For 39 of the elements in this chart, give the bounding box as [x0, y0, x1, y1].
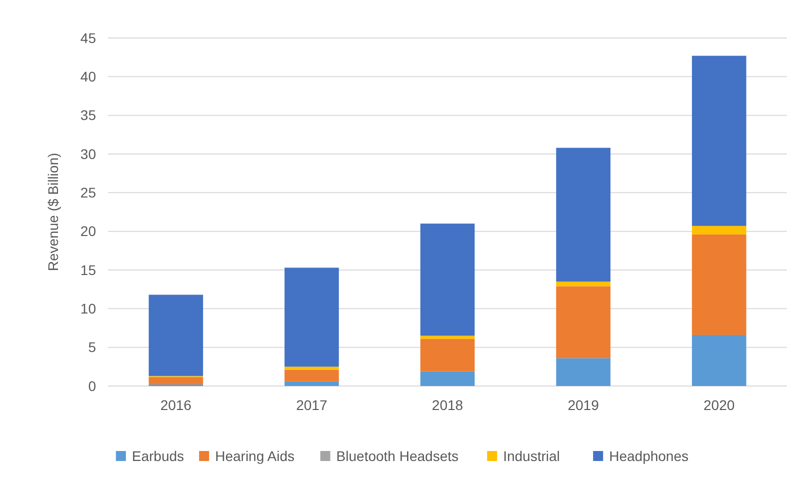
y-tick-label: 10: [80, 300, 96, 317]
x-tick-label: 2019: [568, 397, 600, 413]
bar: [556, 282, 610, 286]
bar: [692, 226, 746, 234]
bar: [284, 268, 339, 367]
legend-label: Headphones: [609, 448, 689, 464]
bar: [556, 148, 610, 282]
legend-label: Earbuds: [132, 448, 184, 464]
bar: [556, 286, 610, 358]
x-tick-label: 2018: [432, 397, 464, 413]
bar: [284, 370, 339, 382]
bar: [692, 56, 746, 226]
y-tick-label: 35: [80, 107, 96, 124]
bar: [284, 381, 339, 386]
y-tick-label: 20: [80, 223, 96, 240]
bar: [420, 338, 475, 372]
y-tick-label: 5: [88, 339, 96, 356]
bar: [420, 224, 475, 336]
x-tick-label: 2017: [296, 397, 328, 413]
bar: [148, 294, 204, 376]
bar: [148, 377, 204, 384]
y-tick-label: 40: [80, 68, 96, 85]
legend-label: Industrial: [503, 448, 560, 464]
y-tick-label: 45: [80, 30, 96, 46]
y-tick-label: 15: [80, 262, 96, 278]
x-tick-label: 2016: [160, 397, 192, 413]
bar: [420, 371, 475, 386]
x-tick-label: 2020: [704, 397, 735, 413]
legend-label: Bluetooth Headsets: [336, 448, 459, 464]
y-axis-title: Revenue ($ Billion): [45, 152, 61, 272]
y-tick-label: 30: [80, 146, 96, 162]
y-tick-label: 0: [88, 378, 96, 394]
bar: [556, 358, 610, 386]
y-tick-label: 25: [80, 184, 96, 201]
bar: [284, 366, 339, 370]
bar: [420, 336, 475, 339]
bar: [692, 334, 746, 386]
bar: [692, 234, 746, 335]
legend-label: Hearing Aids: [215, 448, 294, 464]
